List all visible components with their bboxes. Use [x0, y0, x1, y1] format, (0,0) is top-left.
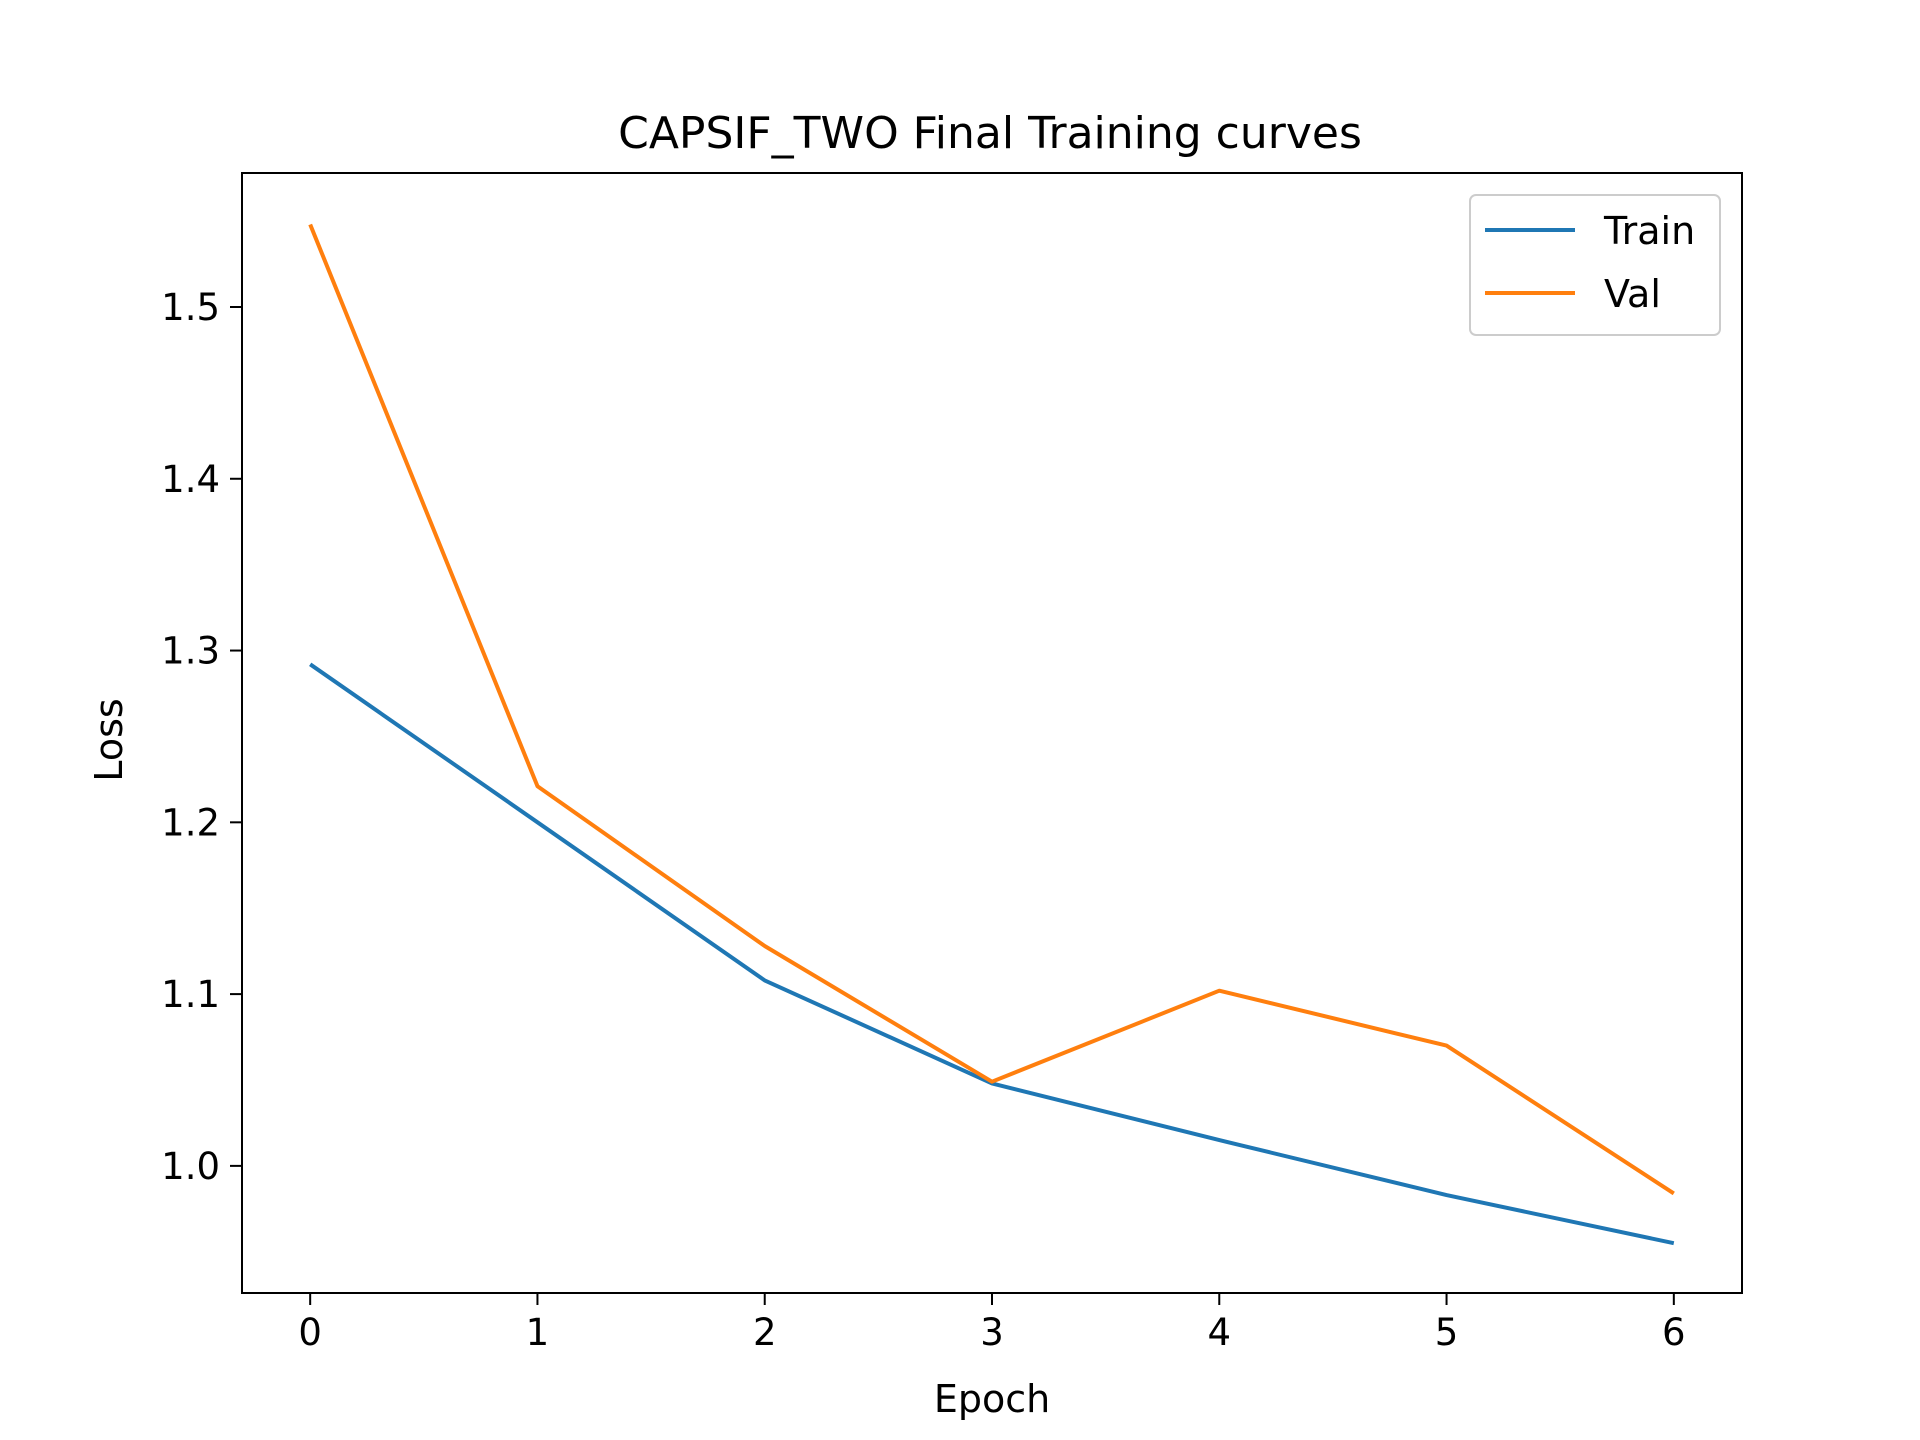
y-tick-label: 1.0 — [161, 1145, 220, 1188]
chart-title: CAPSIF_TWO Final Training curves — [618, 108, 1362, 159]
x-tick-label: 6 — [1662, 1311, 1686, 1354]
x-axis-label: Epoch — [934, 1377, 1050, 1421]
y-tick-label: 1.5 — [161, 286, 220, 329]
x-axis-ticks: 0 1 2 3 4 5 6 — [298, 1293, 1686, 1354]
legend-label-val: Val — [1604, 272, 1661, 316]
x-tick-label: 2 — [753, 1311, 777, 1354]
x-tick-label: 5 — [1435, 1311, 1459, 1354]
x-tick-label: 4 — [1207, 1311, 1231, 1354]
x-tick-label: 0 — [298, 1311, 322, 1354]
legend: Train Val — [1469, 194, 1721, 336]
y-axis-label: Loss — [87, 698, 131, 781]
y-tick-label: 1.2 — [161, 801, 220, 844]
y-axis-ticks: 1.0 1.1 1.2 1.3 1.4 1.5 — [161, 286, 242, 1188]
y-tick-label: 1.3 — [161, 630, 220, 673]
x-tick-label: 1 — [526, 1311, 550, 1354]
series-line-val — [308, 223, 1675, 1196]
legend-label-train: Train — [1603, 209, 1695, 253]
y-tick-label: 1.4 — [161, 458, 220, 501]
x-tick-label: 3 — [980, 1311, 1004, 1354]
y-tick-label: 1.1 — [161, 973, 220, 1016]
series-lines — [308, 223, 1675, 1246]
